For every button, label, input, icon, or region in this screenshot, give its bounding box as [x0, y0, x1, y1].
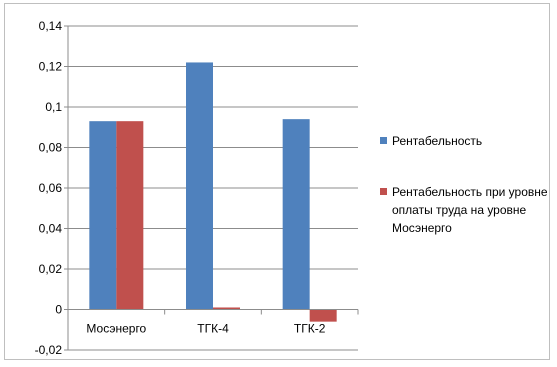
y-tick-label: -0,02: [35, 343, 63, 357]
legend-label-series-2: Рентабельность при уровне оплаты труда н…: [392, 185, 548, 235]
x-tick-label: Мосэнерго: [86, 322, 146, 336]
x-tick-label: ТГК-2: [294, 322, 326, 336]
y-tick-label: 0,12: [39, 60, 63, 74]
bar-rentabelnost: [186, 62, 213, 310]
bar-rentabelnost-adjusted: [309, 309, 337, 322]
chart-legend: Рентабельность Рентабельность при уровне…: [380, 132, 550, 237]
y-tick-label: 0: [55, 303, 62, 317]
y-tick-label: 0,08: [39, 141, 63, 155]
bar-rentabelnost: [282, 119, 310, 310]
legend-label-series-1: Рентабельность: [392, 134, 483, 148]
bar-rentabelnost-adjusted: [213, 307, 240, 310]
x-tick-label: ТГК-4: [197, 322, 229, 336]
y-tick-label: 0,1: [45, 100, 62, 114]
legend-item-series-2: Рентабельность при уровне оплаты труда н…: [380, 183, 550, 237]
y-tick-label: 0,14: [39, 19, 63, 33]
y-tick-label: 0,06: [39, 181, 63, 195]
bar-rentabelnost-adjusted: [116, 121, 144, 310]
legend-item-series-1: Рентабельность: [380, 132, 550, 150]
y-tick-label: 0,04: [39, 222, 63, 236]
legend-swatch-series-2: [380, 188, 387, 195]
y-tick-label: 0,02: [39, 262, 63, 276]
legend-swatch-series-1: [380, 137, 387, 144]
bar-rentabelnost: [89, 121, 117, 310]
